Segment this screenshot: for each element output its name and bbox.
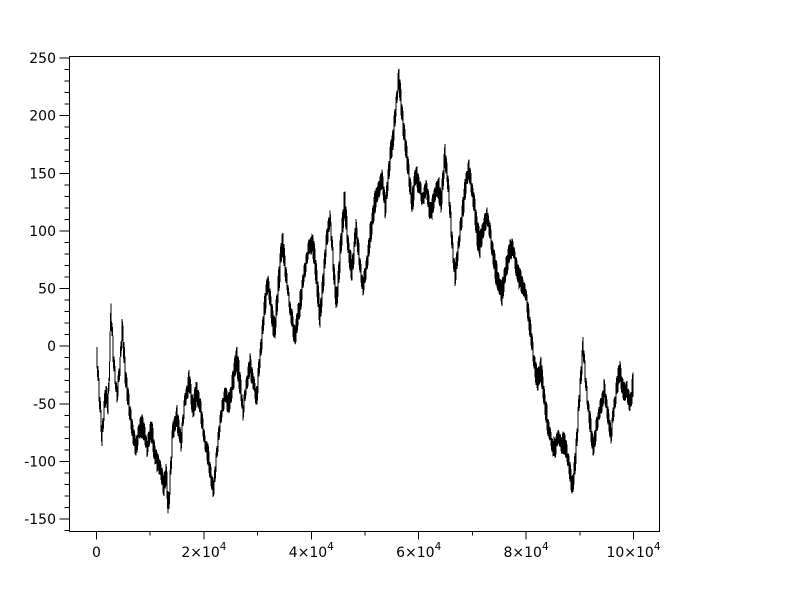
y-tick-label: 150: [29, 166, 56, 182]
tick-marks: [59, 57, 634, 540]
x-axis-tick-labels: 0 2×104 4×104 6×104 8×104 10×104: [92, 541, 661, 561]
y-tick-label: 250: [29, 51, 56, 67]
x-tick-label: 8×104: [504, 541, 549, 561]
series-line: [96, 68, 634, 514]
y-tick-label: 0: [47, 339, 56, 355]
x-tick-label: 10×104: [606, 541, 660, 561]
y-tick-label: -100: [24, 454, 56, 470]
x-tick-label: 2×104: [181, 541, 226, 561]
series-line-group: [96, 68, 634, 514]
x-tick-label: 6×104: [396, 541, 441, 561]
axis-ticks: [59, 57, 634, 540]
y-tick-label: 50: [38, 282, 56, 298]
y-tick-label: -150: [24, 512, 56, 528]
x-tick-label: 4×104: [289, 541, 334, 561]
y-axis-tick-labels: -150 -100 -50 0 50 100 150 200 250: [24, 51, 56, 528]
x-tick-label: 0: [92, 545, 101, 561]
y-tick-label: 100: [29, 224, 56, 240]
y-tick-label: -50: [33, 397, 56, 413]
y-tick-label: 200: [29, 109, 56, 125]
